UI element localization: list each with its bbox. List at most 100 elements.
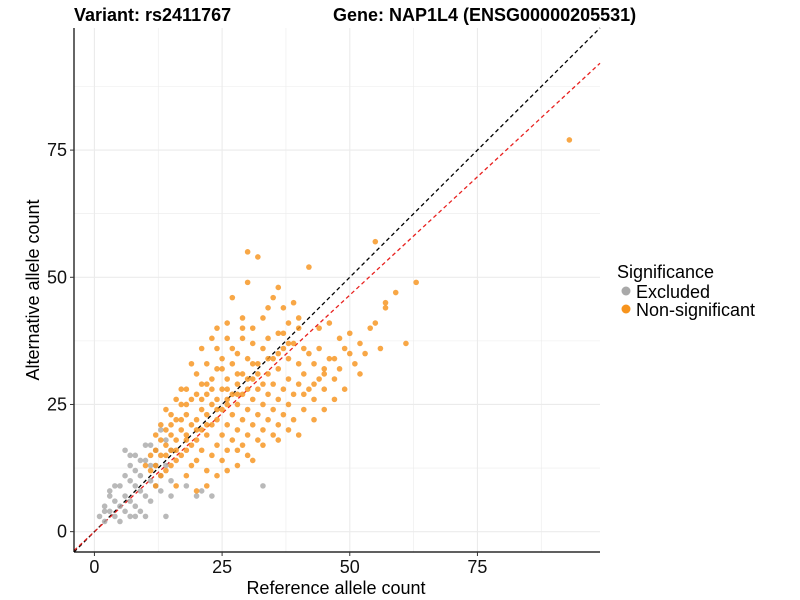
non-significant-point <box>229 411 236 418</box>
excluded-point <box>127 462 133 469</box>
non-significant-point <box>239 315 246 321</box>
non-significant-point <box>183 432 190 438</box>
excluded-point <box>101 503 108 510</box>
non-significant-point <box>352 360 358 367</box>
non-significant-point <box>285 427 292 433</box>
non-significant-point <box>295 315 302 321</box>
legend-nonsig-label: Non-significant <box>636 300 755 320</box>
non-significant-point <box>270 381 276 387</box>
legend-excluded-label: Excluded <box>636 282 710 302</box>
y-tick-label: 50 <box>47 267 67 287</box>
excluded-point <box>158 488 164 494</box>
non-significant-point <box>270 406 276 413</box>
non-significant-point <box>198 381 205 387</box>
non-significant-point <box>203 381 210 387</box>
excluded-point <box>168 493 174 499</box>
non-significant-point <box>316 325 322 331</box>
excluded-point <box>163 437 169 443</box>
non-significant-point <box>275 366 282 372</box>
non-significant-point <box>255 386 261 393</box>
non-significant-point <box>239 416 246 423</box>
excluded-point <box>137 488 144 494</box>
non-significant-point <box>209 335 215 342</box>
excluded-point <box>158 427 164 433</box>
non-significant-point <box>152 483 159 489</box>
non-significant-point <box>280 305 287 311</box>
non-significant-point <box>301 345 307 352</box>
non-significant-point <box>229 391 236 398</box>
non-significant-point <box>311 360 317 367</box>
non-significant-point <box>203 391 210 398</box>
non-significant-point <box>147 467 154 474</box>
non-significant-point <box>203 483 210 489</box>
non-significant-point <box>290 299 297 306</box>
excluded-point <box>127 452 133 459</box>
non-significant-point <box>224 422 231 428</box>
non-significant-point <box>311 416 317 423</box>
non-significant-point <box>341 386 348 393</box>
non-significant-point <box>183 447 190 454</box>
non-significant-point <box>316 345 322 352</box>
non-significant-point <box>219 366 225 372</box>
non-significant-point <box>198 406 205 413</box>
non-significant-point <box>168 422 174 428</box>
non-significant-point <box>280 386 287 393</box>
non-significant-point <box>183 472 190 479</box>
non-significant-point <box>224 376 231 382</box>
non-significant-point <box>295 432 302 438</box>
excluded-point <box>142 513 149 520</box>
non-significant-point <box>290 416 297 423</box>
non-significant-point <box>566 137 573 143</box>
non-significant-point <box>178 452 185 459</box>
non-significant-point <box>203 411 210 418</box>
non-significant-point <box>219 406 225 413</box>
non-significant-point <box>193 371 200 377</box>
non-significant-point <box>163 452 169 459</box>
reference-line-fitted <box>73 62 601 552</box>
non-significant-point <box>224 386 231 393</box>
reference-line-identity <box>73 27 601 553</box>
non-significant-point <box>214 345 220 352</box>
non-significant-point <box>147 452 154 459</box>
reference-lines <box>73 27 601 553</box>
excluded-point <box>147 442 154 448</box>
non-significant-point <box>244 279 251 286</box>
non-significant-point <box>249 376 256 382</box>
excluded-point <box>106 488 113 494</box>
excluded-point <box>96 513 103 520</box>
non-significant-point <box>173 457 179 464</box>
excluded-point <box>127 477 133 484</box>
non-significant-point <box>301 391 307 398</box>
non-significant-point <box>203 432 210 438</box>
non-significant-point <box>280 411 287 418</box>
excluded-point <box>147 498 154 504</box>
x-tick-label: 75 <box>467 557 487 577</box>
non-significant-point <box>311 381 317 387</box>
non-significant-point <box>249 360 256 367</box>
non-significant-point <box>357 340 363 347</box>
non-significant-point <box>193 488 200 494</box>
non-significant-point <box>260 345 266 352</box>
non-significant-point <box>214 442 220 448</box>
non-significant-point <box>198 447 205 454</box>
non-significant-point <box>203 360 210 367</box>
non-significant-point <box>249 325 256 331</box>
chart-title-variant: Variant: rs2411767 <box>74 5 231 25</box>
non-significant-point <box>163 442 169 448</box>
non-significant-point <box>224 335 231 342</box>
excluded-point <box>198 488 205 494</box>
excluded-point <box>122 447 128 454</box>
excluded-point <box>193 493 200 499</box>
non-significant-point <box>178 416 185 423</box>
non-significant-point <box>203 467 210 474</box>
non-significant-point <box>209 401 215 408</box>
excluded-point <box>163 462 169 469</box>
non-significant-point <box>244 386 251 393</box>
excluded-point <box>183 483 190 489</box>
non-significant-point <box>362 350 368 357</box>
excluded-point <box>168 477 174 484</box>
non-significant-point <box>275 437 282 443</box>
non-significant-point <box>224 467 231 474</box>
non-significant-point <box>219 386 225 393</box>
